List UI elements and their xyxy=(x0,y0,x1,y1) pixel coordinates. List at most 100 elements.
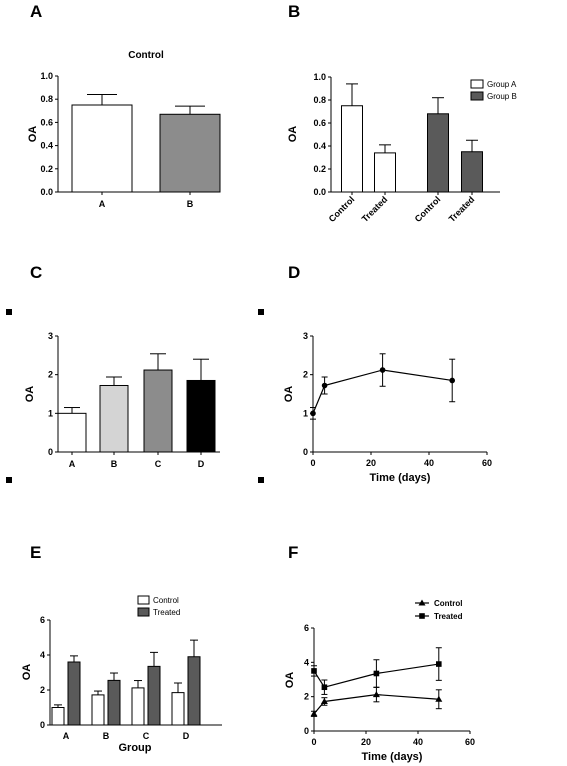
panel-e: E 0 2 4 6 OA A B C D Control Treated Group xyxy=(21,543,222,754)
panel-label: E xyxy=(30,543,41,562)
x-tick-label: 40 xyxy=(424,458,434,468)
panel-label: D xyxy=(288,263,300,282)
y-tick-label: 6 xyxy=(304,623,309,633)
x-tick-label: A xyxy=(63,731,70,741)
x-tick-label: B xyxy=(103,731,110,741)
panel-label: A xyxy=(30,2,42,21)
chart-title: Control xyxy=(128,50,164,61)
x-tick-label: 0 xyxy=(310,458,315,468)
y-tick-label: 0.0 xyxy=(313,187,326,197)
x-tick-label: 0 xyxy=(311,737,316,747)
legend-label: Group B xyxy=(487,92,517,101)
panel-label: B xyxy=(288,2,300,21)
bar xyxy=(427,113,449,193)
data-point-triangle xyxy=(435,695,443,702)
legend-swatch xyxy=(137,595,150,605)
series-line xyxy=(312,369,453,414)
panel-c: C 0 1 2 3 OA A B C D xyxy=(24,263,220,469)
bar xyxy=(71,104,133,193)
y-tick-label: 1.0 xyxy=(40,71,53,81)
y-axis-label: OA xyxy=(283,386,295,403)
corner-mark xyxy=(258,477,264,483)
x-tick-label: A xyxy=(69,459,76,469)
x-tick-label: 20 xyxy=(366,458,376,468)
bar xyxy=(91,694,105,726)
y-tick-label: 3 xyxy=(303,331,308,341)
data-point xyxy=(379,367,386,373)
y-tick-label: 0.6 xyxy=(313,118,326,128)
y-tick-label: 0 xyxy=(48,447,53,457)
x-tick-label: A xyxy=(99,199,106,209)
legend-label: Group A xyxy=(487,80,517,89)
x-tick-label: C xyxy=(155,459,162,469)
y-tick-label: 0.0 xyxy=(40,187,53,197)
bar xyxy=(147,665,161,726)
y-tick-label: 1 xyxy=(303,408,308,418)
y-tick-label: 2 xyxy=(303,370,308,380)
y-tick-label: 0 xyxy=(304,726,309,736)
legend-swatch xyxy=(470,79,484,89)
x-tick-label: Treated xyxy=(360,194,390,224)
y-axis-label: OA xyxy=(284,672,296,689)
data-point-triangle xyxy=(372,691,380,698)
y-tick-label: 2 xyxy=(48,370,53,380)
bar xyxy=(51,707,65,726)
panel-a: A Control 0.0 0.2 0.4 0.6 0.8 1.0 OA A B xyxy=(27,2,221,209)
y-axis-label: OA xyxy=(27,126,39,143)
data-point-triangle xyxy=(320,697,328,704)
x-tick-label: 60 xyxy=(465,737,475,747)
y-tick-label: 0.2 xyxy=(313,164,326,174)
y-tick-label: 0.4 xyxy=(313,141,326,151)
y-tick-label: 0 xyxy=(40,720,45,730)
data-point-square xyxy=(436,661,442,667)
y-tick-label: 2 xyxy=(40,685,45,695)
data-point xyxy=(321,382,328,389)
y-tick-label: 0.4 xyxy=(40,141,53,151)
y-tick-label: 0.2 xyxy=(40,164,53,174)
corner-mark xyxy=(6,477,12,483)
bar xyxy=(461,151,483,193)
bar xyxy=(99,384,129,453)
x-tick-label: 60 xyxy=(482,458,492,468)
x-tick-label: D xyxy=(198,459,205,469)
panel-f: F 0 2 4 6 OA 0 20 40 60 Control Treated Time (days) xyxy=(284,543,475,763)
panel-label: F xyxy=(288,543,298,562)
data-point xyxy=(449,377,456,384)
x-axis-label: Time (days) xyxy=(370,472,431,484)
y-tick-label: 1.0 xyxy=(313,72,326,82)
bar xyxy=(186,379,216,453)
y-tick-label: 1 xyxy=(48,408,53,418)
legend-label: Control xyxy=(434,599,462,608)
legend-swatch xyxy=(137,607,150,617)
y-tick-label: 6 xyxy=(40,615,45,625)
bar xyxy=(57,412,87,453)
bar xyxy=(67,661,81,726)
bar xyxy=(107,679,121,726)
x-axis-label: Group xyxy=(119,742,152,754)
x-tick-label: 20 xyxy=(361,737,371,747)
y-tick-label: 0 xyxy=(303,447,308,457)
x-tick-label: C xyxy=(143,731,150,741)
data-point-square xyxy=(419,613,425,619)
data-point-square xyxy=(373,670,380,677)
y-tick-label: 0.6 xyxy=(40,117,53,127)
legend-label: Treated xyxy=(153,608,180,617)
bar xyxy=(131,687,145,726)
x-tick-label: Control xyxy=(413,194,443,224)
x-tick-label: Treated xyxy=(447,194,477,224)
y-axis-label: OA xyxy=(21,664,33,681)
panel-label: C xyxy=(30,263,42,282)
bar xyxy=(143,369,173,453)
bar xyxy=(187,656,201,726)
y-axis-label: OA xyxy=(24,386,36,403)
data-point-triangle xyxy=(310,710,318,717)
bar xyxy=(374,152,396,193)
data-point-square xyxy=(311,668,317,674)
series-line xyxy=(313,694,439,715)
bar xyxy=(171,692,185,726)
corner-mark xyxy=(6,309,12,315)
y-axis-label: OA xyxy=(287,126,299,143)
x-tick-label: B xyxy=(187,199,194,209)
